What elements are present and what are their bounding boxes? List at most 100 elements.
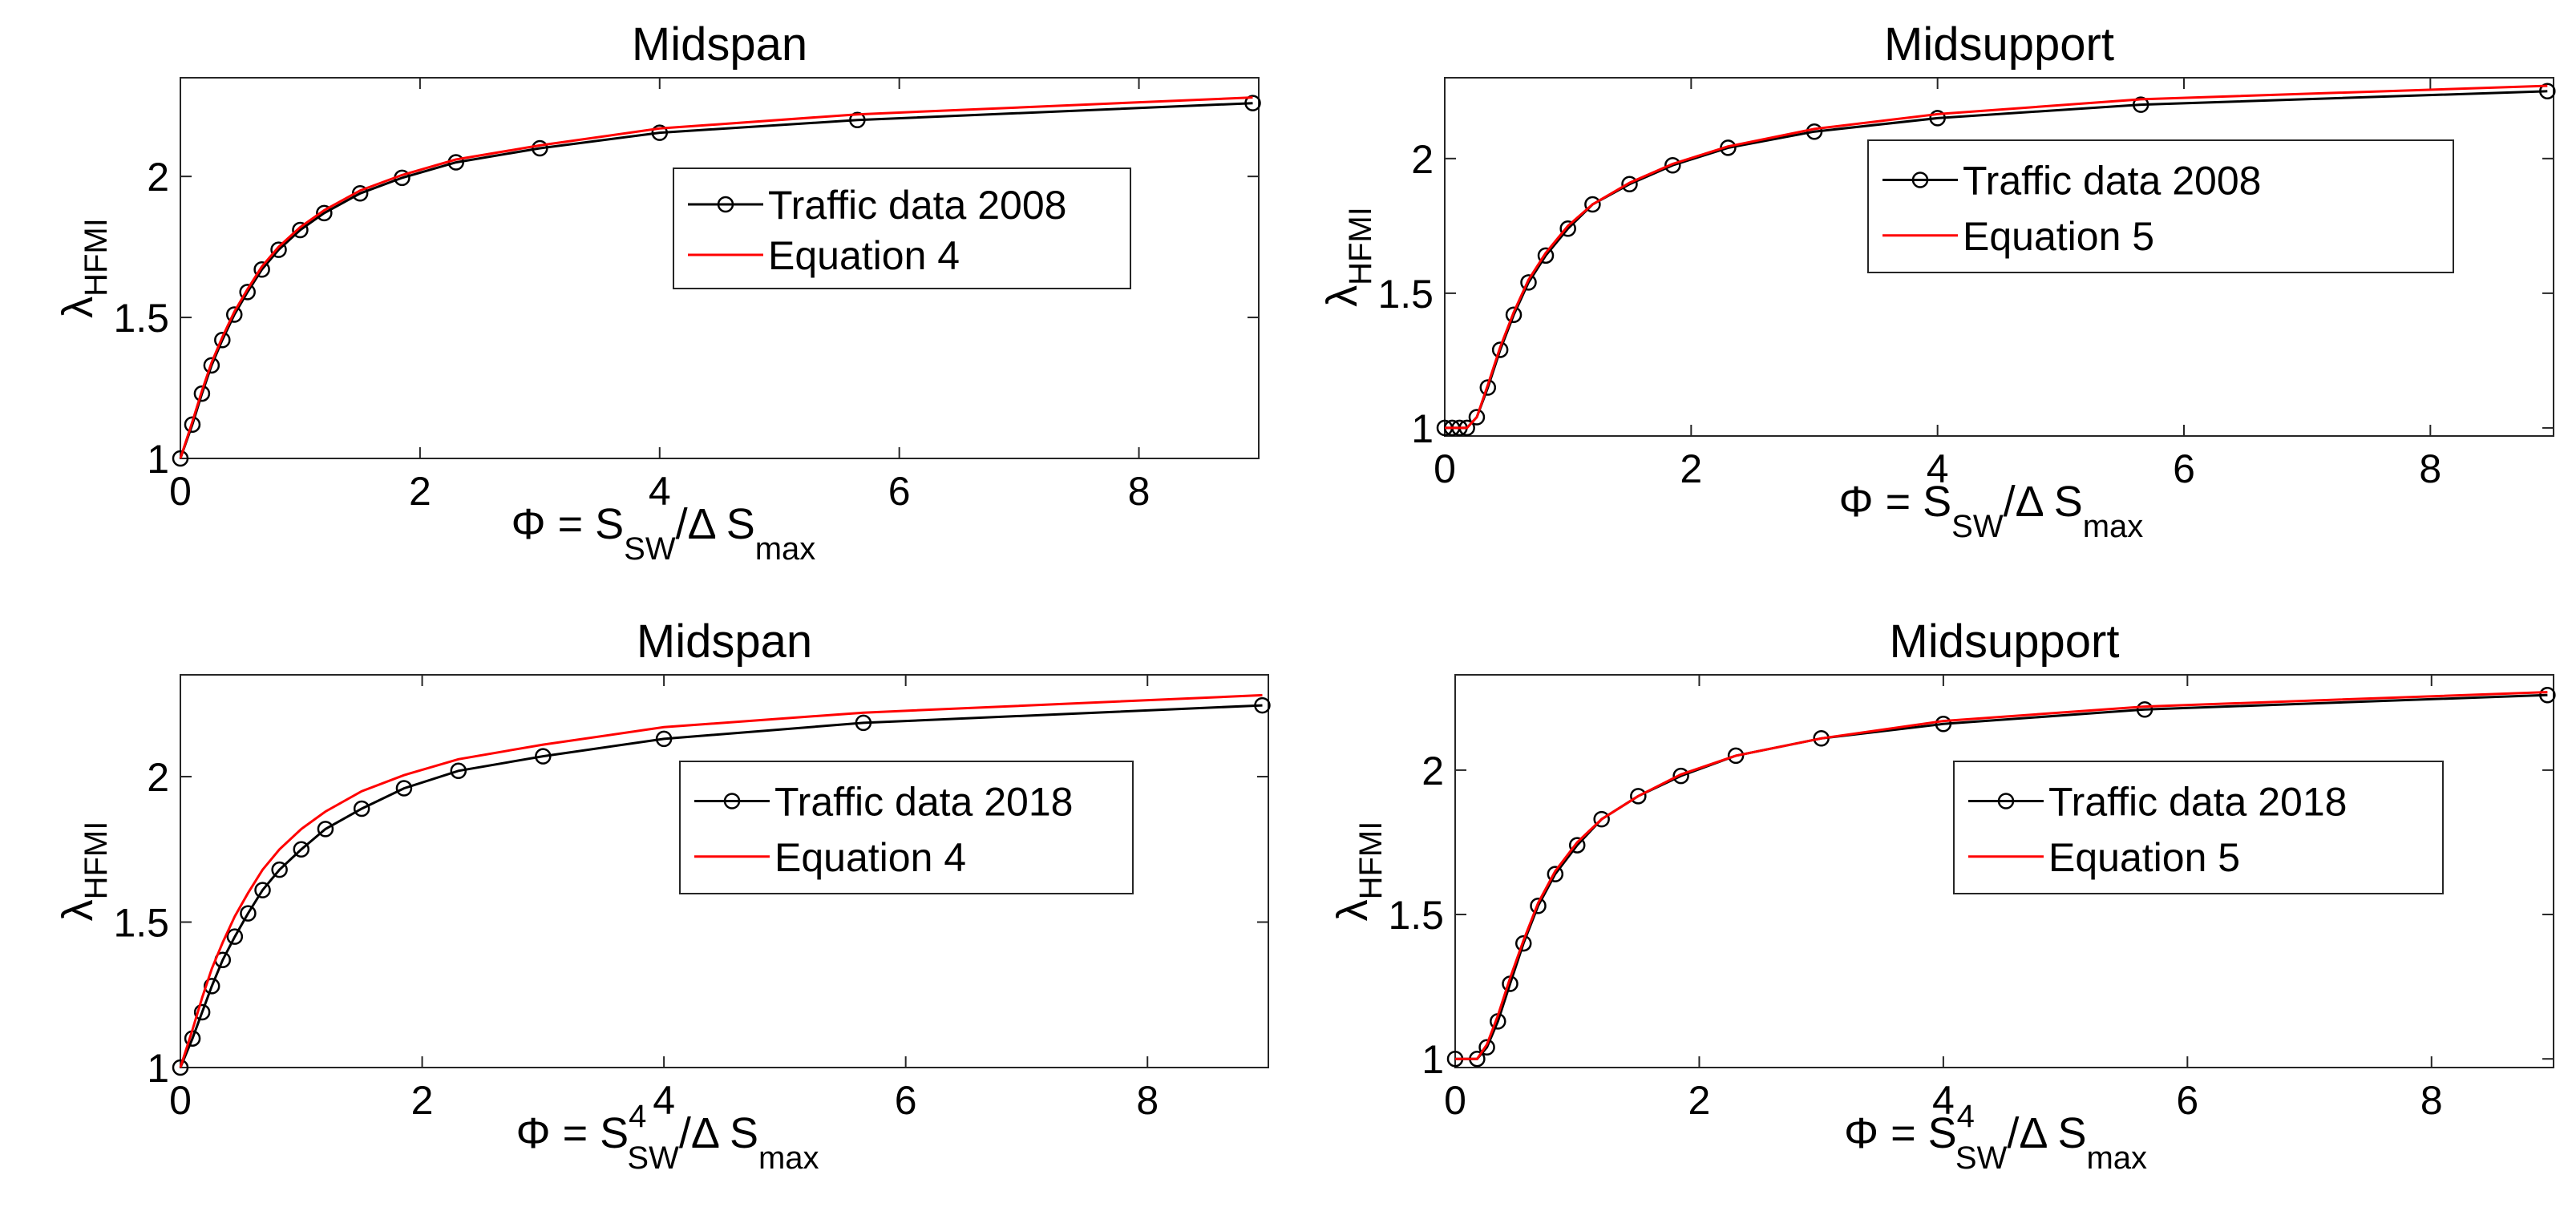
x-tick-label: 2 <box>411 1078 434 1123</box>
legend-label: Traffic data 2008 <box>1963 159 2261 204</box>
data-point <box>316 204 333 222</box>
data-point <box>214 331 231 349</box>
data-point <box>1514 934 1532 952</box>
legend-marker <box>1997 793 2015 809</box>
data-point <box>1584 196 1601 213</box>
chart-title: Midspan <box>637 616 812 668</box>
data-point <box>292 221 309 239</box>
data-point <box>1537 247 1555 264</box>
data-point <box>1929 110 1946 127</box>
data-point <box>1491 341 1509 358</box>
x-tick-label: 8 <box>1136 1078 1159 1123</box>
x-tick-label: 2 <box>1680 446 1702 491</box>
x-tick-label: 6 <box>2176 1078 2198 1123</box>
data-point <box>1468 409 1486 426</box>
data-point <box>395 780 413 797</box>
data-point <box>532 139 548 157</box>
data-point <box>226 928 244 945</box>
series-line-2 <box>179 693 1263 1068</box>
x-axis-label: Φ = S4 SW/Δ Smax <box>516 1099 819 1176</box>
legend-label: Traffic data 2008 <box>768 183 1066 228</box>
legend-label: Equation 4 <box>768 233 960 278</box>
data-point <box>535 748 552 765</box>
data-point <box>271 861 288 878</box>
legend-box <box>1953 761 2444 894</box>
y-axis-label: λHFMI <box>54 218 114 318</box>
data-point <box>849 111 866 129</box>
chart-title: Midspan <box>632 18 807 71</box>
x-axis-label: Φ = S4 SW/Δ Smax <box>1844 1099 2147 1176</box>
series-line-2 <box>1445 84 2548 430</box>
legend-label: Traffic data 2018 <box>774 780 1073 825</box>
data-point <box>1254 696 1271 714</box>
data-point <box>651 124 669 141</box>
data-point <box>1621 176 1638 193</box>
y-tick-label: 1.5 <box>1388 893 1444 938</box>
data-point <box>2132 96 2149 113</box>
data-point <box>1568 837 1586 854</box>
data-point <box>254 882 271 898</box>
data-point <box>1593 810 1610 828</box>
x-tick-label: 6 <box>895 1078 917 1123</box>
y-tick-label: 1.5 <box>113 296 169 341</box>
legend-marker <box>717 196 734 213</box>
series-line-1 <box>179 704 1263 1068</box>
y-tick-label: 1 <box>1411 406 1434 451</box>
chart-panel-4: Midsupport 0 2 4 6 8 1 1.5 2 Traffic data 2018 Equ… <box>1328 616 2556 1176</box>
data-point <box>1505 306 1523 324</box>
x-tick-label: 4 <box>649 469 671 514</box>
x-tick-label: 0 <box>169 1078 192 1123</box>
x-axis-label: Φ = SSW/Δ Smax <box>1839 478 2144 544</box>
x-tick-label: 0 <box>1444 1078 1466 1123</box>
data-point <box>239 284 256 301</box>
data-point <box>1935 716 1952 733</box>
data-point <box>1727 747 1745 765</box>
x-tick-label: 4 <box>1927 446 1949 491</box>
data-point <box>253 261 270 278</box>
data-point <box>1520 274 1537 291</box>
data-point <box>450 762 467 780</box>
legend-marker <box>723 793 741 809</box>
y-tick-label: 1 <box>1421 1037 1444 1082</box>
y-axis-label: λHFMI <box>54 821 114 922</box>
x-axis-label: Φ = SSW/Δ Smax <box>512 500 816 567</box>
data-point <box>1672 767 1689 785</box>
y-tick-label: 1.5 <box>113 901 169 946</box>
data-point <box>2539 686 2556 704</box>
data-point <box>193 1003 211 1021</box>
legend-marker <box>1911 172 1929 188</box>
chart-panel-2: Midsupport 0 2 4 6 8 1 1.5 2 Traffic data 2008 Equ… <box>1318 18 2556 544</box>
y-axis-label: λHFMI <box>1318 207 1378 307</box>
series-line-2 <box>179 96 1253 459</box>
series-line-2 <box>1455 691 2548 1060</box>
data-point <box>293 841 310 858</box>
chart-panel-1: Midspan 0 2 4 6 8 1 1.5 2 Traffic data 2008 Equati… <box>54 18 1261 567</box>
y-axis-label: λHFMI <box>1328 821 1389 922</box>
legend-box <box>679 761 1134 894</box>
data-point <box>2539 83 2556 100</box>
data-point <box>1664 156 1681 174</box>
x-tick-label: 8 <box>2420 1078 2443 1123</box>
x-tick-label: 2 <box>1688 1078 1711 1123</box>
x-tick-label: 0 <box>169 469 192 514</box>
data-point <box>1530 897 1547 914</box>
data-point <box>1244 95 1261 111</box>
data-point <box>353 800 370 817</box>
legend-label: Traffic data 2018 <box>2048 780 2347 825</box>
y-tick-label: 2 <box>1421 749 1444 793</box>
data-point <box>203 978 220 995</box>
data-point <box>172 1059 189 1076</box>
x-tick-label: 8 <box>2419 446 2441 491</box>
x-tick-label: 6 <box>2173 446 2195 491</box>
chart-panel-3: Midspan 0 2 4 6 8 1 1.5 2 Traffic data 2018 Equati… <box>54 616 1271 1176</box>
data-point <box>1630 788 1647 805</box>
data-point <box>855 714 872 732</box>
y-tick-label: 1.5 <box>1377 272 1434 317</box>
data-point <box>240 905 257 922</box>
x-tick-label: 2 <box>409 469 431 514</box>
x-tick-label: 6 <box>888 469 911 514</box>
y-tick-label: 2 <box>1411 137 1434 182</box>
data-point <box>193 385 211 402</box>
